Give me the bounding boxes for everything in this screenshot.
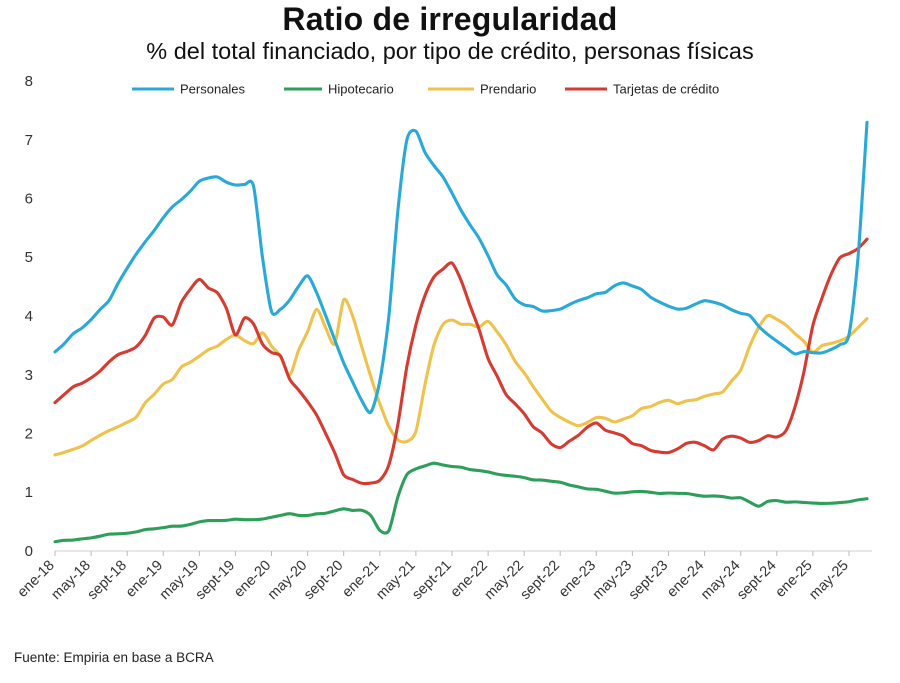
svg-text:3: 3 (25, 367, 33, 384)
svg-text:8: 8 (25, 73, 33, 90)
svg-text:1: 1 (25, 484, 33, 501)
svg-text:may-23: may-23 (590, 558, 636, 604)
svg-text:0: 0 (25, 543, 33, 560)
svg-text:may-22: may-22 (482, 558, 528, 604)
svg-text:may-18: may-18 (48, 558, 94, 604)
svg-text:sept-19: sept-19 (193, 558, 239, 604)
svg-text:sept-24: sept-24 (734, 558, 780, 604)
svg-text:5: 5 (25, 249, 33, 266)
svg-text:Hipotecario: Hipotecario (328, 82, 394, 97)
svg-text:Tarjetas de crédito: Tarjetas de crédito (613, 82, 719, 97)
svg-text:sept-22: sept-22 (518, 558, 564, 604)
svg-text:7: 7 (25, 132, 33, 149)
svg-text:sept-18: sept-18 (85, 558, 131, 604)
svg-text:2: 2 (25, 426, 33, 443)
svg-text:Personales: Personales (180, 82, 246, 97)
svg-text:sept-23: sept-23 (626, 558, 672, 604)
svg-text:may-21: may-21 (373, 558, 419, 604)
svg-text:sept-21: sept-21 (409, 558, 455, 604)
svg-text:Prendario: Prendario (480, 82, 536, 97)
svg-text:may-24: may-24 (698, 558, 744, 604)
svg-text:may-20: may-20 (265, 558, 311, 604)
svg-text:may-25: may-25 (806, 558, 852, 604)
svg-text:sept-20: sept-20 (301, 558, 347, 604)
svg-text:4: 4 (25, 308, 33, 325)
svg-text:may-19: may-19 (157, 558, 203, 604)
svg-text:6: 6 (25, 191, 33, 208)
